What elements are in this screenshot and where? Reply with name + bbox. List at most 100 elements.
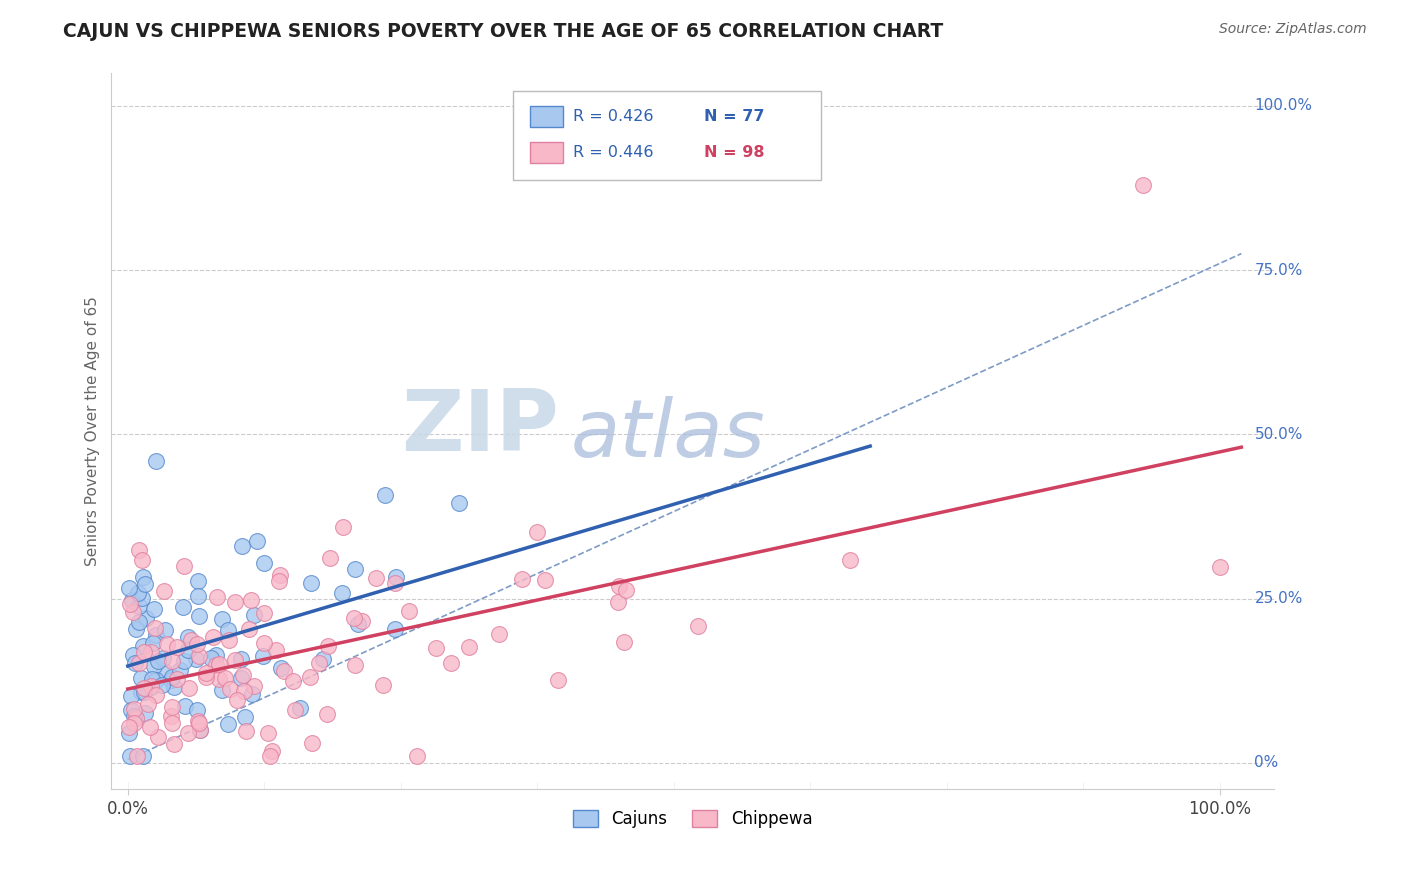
Point: [243, 607, 266, 622]
Point: [374, 488, 396, 502]
Point: [384, 622, 406, 636]
Point: [259, 749, 281, 764]
Point: [239, 593, 262, 607]
Point: [195, 665, 218, 680]
Point: [187, 590, 209, 604]
Point: [136, 697, 159, 711]
Point: [120, 703, 142, 717]
Point: [384, 570, 406, 584]
Point: [398, 604, 420, 618]
Point: [152, 584, 174, 599]
Point: [366, 571, 388, 585]
Point: [257, 726, 280, 740]
Point: [238, 622, 260, 636]
Point: [139, 645, 162, 659]
Point: [160, 653, 183, 667]
Point: [132, 645, 155, 659]
Point: [152, 651, 174, 665]
Text: ZIP: ZIP: [401, 386, 560, 469]
Point: [127, 585, 149, 599]
Point: [231, 539, 253, 553]
Point: [143, 621, 166, 635]
Point: [1132, 178, 1154, 192]
Point: [343, 657, 366, 672]
Point: [217, 717, 239, 731]
Point: [139, 720, 162, 734]
Y-axis label: Seniors Poverty Over the Age of 65: Seniors Poverty Over the Age of 65: [86, 296, 100, 566]
Point: [173, 559, 195, 574]
Point: [547, 673, 569, 687]
Point: [152, 664, 174, 678]
Point: [180, 632, 202, 647]
Point: [132, 570, 155, 584]
Point: [252, 648, 274, 663]
Point: [298, 670, 321, 684]
Point: [155, 623, 177, 637]
Point: [166, 672, 188, 686]
Point: [458, 640, 481, 654]
Point: [311, 651, 333, 665]
Point: [188, 723, 211, 737]
Point: [173, 654, 195, 668]
Point: [264, 643, 287, 657]
Point: [186, 652, 208, 666]
Point: [208, 657, 231, 672]
Point: [205, 648, 228, 662]
Text: Source: ZipAtlas.com: Source: ZipAtlas.com: [1219, 22, 1367, 37]
Point: [120, 689, 142, 703]
Point: [233, 710, 256, 724]
Point: [440, 656, 463, 670]
Point: [188, 608, 211, 623]
Point: [132, 639, 155, 653]
Point: [350, 615, 373, 629]
Point: [406, 749, 429, 764]
Point: [188, 723, 211, 737]
Point: [211, 682, 233, 697]
Point: [163, 680, 186, 694]
Point: [283, 673, 305, 688]
Point: [229, 652, 252, 666]
Point: [299, 576, 322, 591]
Point: [166, 640, 188, 654]
Point: [195, 670, 218, 684]
Point: [526, 524, 548, 539]
Text: R = 0.446: R = 0.446: [574, 145, 654, 160]
Point: [146, 654, 169, 668]
Text: 75.0%: 75.0%: [1254, 262, 1303, 277]
Point: [225, 693, 247, 707]
Point: [145, 673, 167, 688]
Text: 100.0%: 100.0%: [1254, 98, 1312, 113]
Point: [163, 737, 186, 751]
Point: [232, 668, 254, 682]
Text: CAJUN VS CHIPPEWA SENIORS POVERTY OVER THE AGE OF 65 CORRELATION CHART: CAJUN VS CHIPPEWA SENIORS POVERTY OVER T…: [63, 22, 943, 41]
Point: [179, 681, 201, 695]
Point: [142, 635, 165, 649]
Point: [118, 721, 141, 735]
Point: [187, 574, 209, 588]
Point: [177, 630, 200, 644]
Point: [145, 454, 167, 468]
Point: [132, 749, 155, 764]
Point: [315, 706, 337, 721]
Point: [121, 593, 143, 607]
Point: [127, 749, 149, 764]
Point: [139, 679, 162, 693]
Point: [384, 576, 406, 591]
Point: [120, 749, 142, 764]
Point: [200, 651, 222, 665]
Point: [160, 673, 183, 687]
Point: [284, 703, 307, 717]
Point: [128, 599, 150, 613]
Point: [346, 616, 368, 631]
Point: [269, 574, 291, 589]
Point: [607, 579, 630, 593]
Point: [132, 681, 155, 696]
Point: [218, 633, 240, 648]
Point: [229, 671, 252, 685]
Point: [488, 627, 510, 641]
Point: [269, 567, 291, 582]
Text: atlas: atlas: [571, 396, 765, 474]
Point: [177, 725, 200, 739]
Point: [118, 581, 141, 595]
Point: [143, 601, 166, 615]
